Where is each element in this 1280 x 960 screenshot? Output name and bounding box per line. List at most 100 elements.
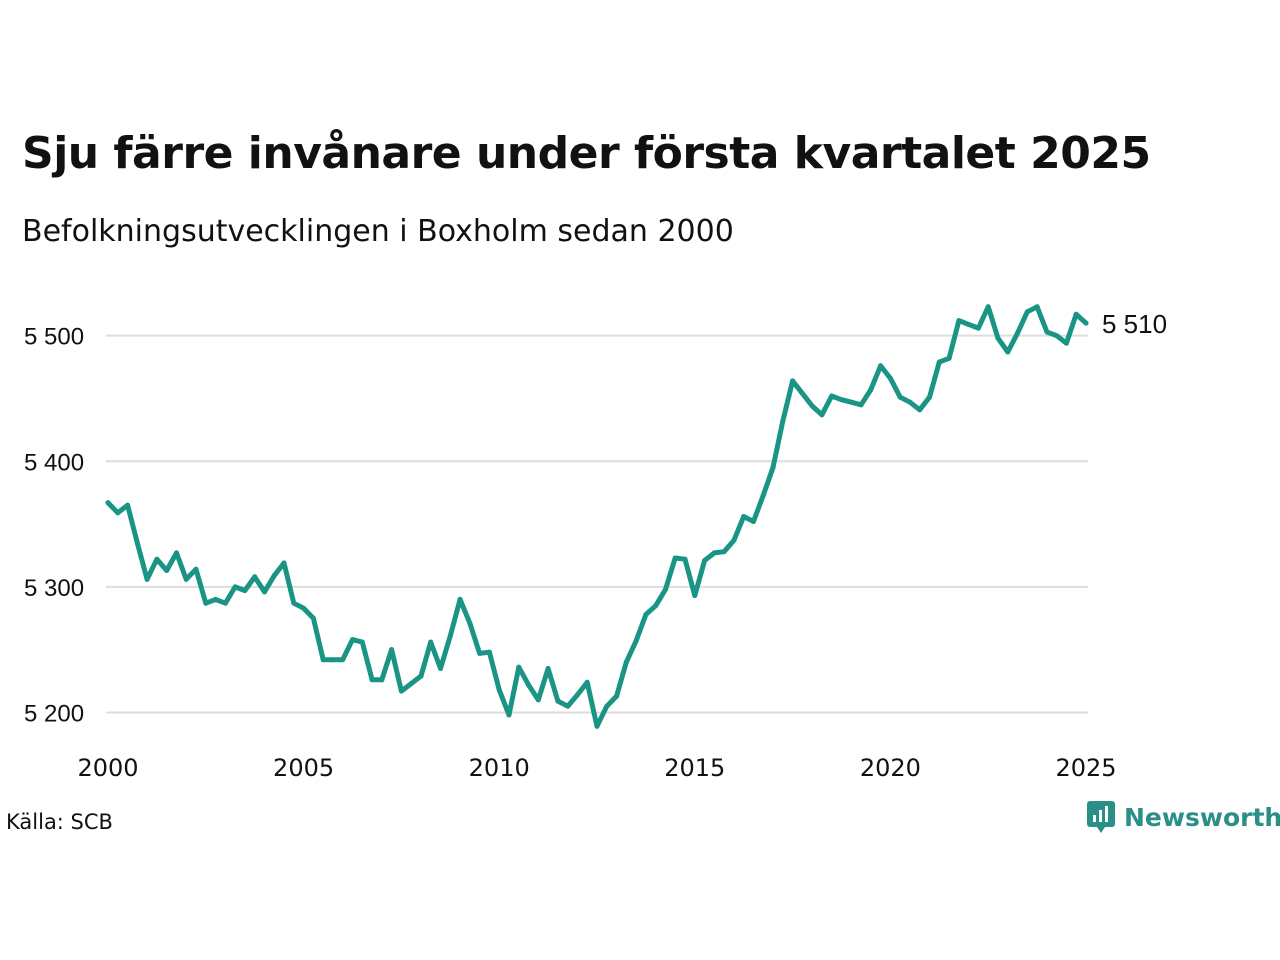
data-point <box>721 549 727 555</box>
data-point <box>134 540 140 546</box>
data-point <box>868 387 874 393</box>
data-point <box>594 723 600 729</box>
data-point <box>985 304 991 310</box>
data-point <box>213 596 219 602</box>
end-value-label: 5 510 <box>1102 309 1167 339</box>
data-point <box>418 673 424 679</box>
data-point <box>907 399 913 405</box>
data-point <box>995 335 1001 341</box>
data-point <box>633 638 639 644</box>
data-point <box>741 514 747 519</box>
data-point <box>340 657 346 663</box>
data-point <box>477 650 483 656</box>
data-point <box>917 407 923 413</box>
data-point <box>222 600 228 606</box>
data-point <box>839 397 844 403</box>
data-point <box>164 568 170 573</box>
data-point <box>516 664 522 670</box>
chart-bubble-icon <box>1086 800 1116 834</box>
data-point <box>486 649 492 655</box>
source-label: Källa: SCB <box>6 810 113 834</box>
data-point <box>643 612 649 617</box>
data-point <box>711 550 717 556</box>
brand-logo: Newsworthy <box>1086 800 1280 834</box>
data-point <box>682 556 688 562</box>
data-point <box>614 693 620 699</box>
data-point <box>663 586 668 592</box>
data-point <box>115 510 121 516</box>
data-point <box>555 698 561 704</box>
data-point <box>526 682 531 688</box>
data-point <box>829 393 835 399</box>
data-point <box>105 500 111 506</box>
x-tick-label: 2020 <box>860 754 921 782</box>
x-tick-label: 2005 <box>273 754 334 782</box>
x-tick-label: 2015 <box>664 754 725 782</box>
data-point <box>760 492 766 498</box>
data-point <box>1005 349 1011 355</box>
data-point <box>262 589 267 595</box>
data-point <box>301 605 307 611</box>
data-point <box>457 596 463 602</box>
data-point <box>379 677 385 683</box>
data-point <box>780 418 786 424</box>
data-point <box>281 560 287 566</box>
data-point <box>936 359 942 365</box>
data-point <box>1015 330 1020 336</box>
data-point <box>799 390 805 396</box>
data-point <box>819 412 825 418</box>
data-point <box>975 325 981 331</box>
gridlines <box>106 334 1088 714</box>
data-point <box>946 355 952 361</box>
data-point <box>1073 311 1079 317</box>
data-point <box>291 600 297 606</box>
data-point <box>1034 304 1040 310</box>
data-point <box>790 378 796 384</box>
data-point <box>467 620 473 626</box>
data-point <box>623 659 629 665</box>
data-point <box>584 679 590 685</box>
data-point <box>565 703 571 709</box>
data-point <box>956 318 962 324</box>
data-point <box>193 566 199 572</box>
data-point <box>1083 320 1089 326</box>
data-point <box>653 603 659 609</box>
data-point <box>369 677 375 683</box>
data-point <box>183 576 189 582</box>
y-tick-label: 5 500 <box>24 324 84 351</box>
data-point <box>574 692 580 698</box>
y-axis-ticks: 5 200 5 300 5 400 5 500 <box>24 324 84 728</box>
data-point <box>1063 340 1069 346</box>
data-point <box>887 375 893 381</box>
x-axis-ticks: 2000 2005 2010 2015 2020 2025 <box>77 754 1116 782</box>
data-point <box>389 647 395 653</box>
y-tick-label: 5 300 <box>24 575 84 602</box>
data-point <box>672 555 678 561</box>
data-point <box>692 593 698 599</box>
data-point <box>702 558 708 563</box>
data-point <box>604 703 610 709</box>
data-point <box>848 399 854 405</box>
data-point <box>428 639 434 645</box>
y-tick-label: 5 400 <box>24 449 84 476</box>
data-point <box>927 394 932 400</box>
population-line <box>105 304 1089 729</box>
brand-name: Newsworthy <box>1124 802 1280 832</box>
data-point <box>252 574 258 580</box>
data-point <box>535 697 541 703</box>
data-point <box>242 588 248 594</box>
x-tick-label: 2025 <box>1055 754 1116 782</box>
data-point <box>408 681 414 687</box>
data-point <box>858 402 864 408</box>
data-point <box>545 666 551 671</box>
data-point <box>878 363 884 369</box>
data-point <box>359 639 365 645</box>
data-point <box>144 576 150 582</box>
data-point <box>350 637 355 643</box>
data-point <box>731 537 737 543</box>
chart-subtitle: Befolkningsutvecklingen i Boxholm sedan … <box>22 214 734 249</box>
data-point <box>751 519 756 524</box>
x-tick-label: 2010 <box>469 754 530 782</box>
data-point <box>271 573 277 578</box>
data-point <box>438 666 443 671</box>
